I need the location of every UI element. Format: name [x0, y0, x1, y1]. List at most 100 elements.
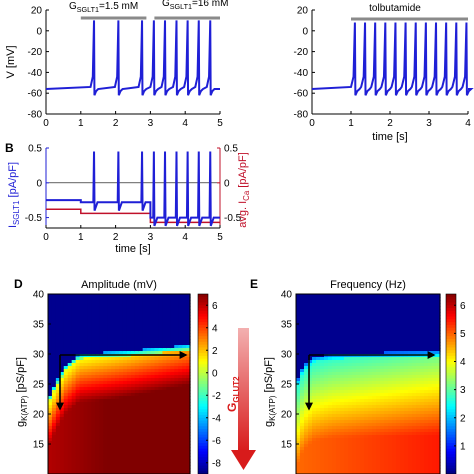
e-heat-cell	[428, 330, 433, 334]
d-heat-cell	[186, 462, 191, 466]
e-heat-cell	[436, 309, 441, 313]
d-heat-cell	[87, 363, 92, 367]
d-heat-cell	[130, 462, 136, 466]
e-heat-cell	[396, 333, 401, 337]
d-heat-cell	[138, 378, 144, 382]
d-heat-cell	[166, 387, 171, 391]
d-heat-cell	[162, 297, 167, 301]
d-heat-cell	[59, 336, 65, 340]
e-heat-cell	[304, 438, 309, 442]
e-heat-cell	[424, 378, 429, 382]
e-heat-cell	[388, 300, 393, 304]
d-heat-cell	[174, 360, 179, 364]
e-heat-cell	[384, 393, 389, 397]
d-heat-cell	[111, 417, 116, 421]
d-heat-cell	[103, 423, 108, 427]
e-heat-cell	[380, 303, 385, 307]
d-heat-cell	[130, 399, 136, 403]
e-heat-cell	[328, 387, 333, 391]
e-heat-cell	[348, 303, 353, 307]
d-heat-cell	[150, 399, 156, 403]
d-heat-cell	[111, 429, 116, 433]
d-heat-cell	[91, 408, 96, 412]
e-heat-cell	[368, 315, 373, 319]
e-heat-cell	[312, 303, 317, 307]
d-heat-cell	[142, 423, 148, 427]
e-heat-cell	[300, 396, 305, 400]
e-heat-cell	[368, 348, 373, 352]
e-heat-cell	[340, 423, 345, 427]
e-heat-cell	[388, 417, 393, 421]
d-heat-cell	[126, 462, 132, 466]
d-heat-cell	[71, 393, 77, 397]
d-heat-cell	[182, 462, 187, 466]
e-heat-cell	[400, 306, 405, 310]
d-heat-cell	[51, 468, 57, 472]
e-heat-cell	[428, 465, 433, 469]
e-heat-cell	[404, 312, 409, 316]
e-heat-cell	[400, 441, 405, 445]
e-heat-cell	[312, 399, 317, 403]
d-heat-cell	[154, 417, 160, 421]
d-heat-cell	[48, 357, 53, 361]
d-heat-cell	[67, 426, 73, 430]
d-colorbar-label: 4	[212, 323, 218, 334]
d-colorbar-cell	[198, 308, 208, 312]
e-heat-cell	[356, 300, 361, 304]
d-heat-cell	[134, 411, 140, 415]
e-heat-cell	[316, 381, 321, 385]
a1-xtick-label: 2	[113, 118, 119, 129]
e-heat-cell	[336, 435, 341, 439]
d-heat-cell	[158, 408, 163, 412]
e-heat-cell	[348, 417, 353, 421]
e-heat-cell	[320, 465, 325, 469]
e-heat-cell	[420, 363, 425, 367]
e-heat-cell	[320, 459, 325, 463]
d-heat-cell	[48, 330, 53, 334]
e-heat-cell	[436, 381, 441, 385]
e-heat-cell	[328, 417, 333, 421]
e-heat-cell	[388, 405, 393, 409]
d-heat-cell	[138, 447, 144, 451]
e-heat-cell	[320, 297, 325, 301]
d-heat-cell	[91, 432, 96, 436]
d-heat-cell	[83, 405, 89, 409]
e-heat-cell	[388, 414, 393, 418]
e-heat-cell	[416, 408, 421, 412]
d-heat-cell	[174, 342, 179, 346]
e-heat-cell	[356, 471, 361, 474]
e-heat-cell	[296, 435, 301, 439]
e-heat-cell	[400, 465, 405, 469]
e-heat-cell	[316, 300, 321, 304]
d-heat-cell	[174, 372, 179, 376]
b-xtick-label: 2	[113, 232, 119, 243]
d-heat-cell	[91, 363, 96, 367]
d-heat-cell	[134, 447, 140, 451]
d-heat-cell	[91, 327, 96, 331]
e-heat-cell	[404, 426, 409, 430]
d-heat-cell	[71, 414, 77, 418]
d-heat-cell	[63, 384, 69, 388]
d-colorbar-cell	[198, 316, 208, 320]
d-heat-cell	[107, 312, 112, 316]
e-heat-cell	[352, 318, 357, 322]
e-heat-cell	[340, 366, 345, 370]
d-heat-cell	[119, 324, 124, 328]
d-heat-cell	[99, 420, 104, 424]
d-heat-cell	[51, 372, 57, 376]
d-heat-cell	[158, 369, 163, 373]
d-heat-cell	[48, 327, 53, 331]
e-heat-cell	[412, 339, 417, 343]
e-heat-cell	[304, 375, 309, 379]
e-heat-cell	[436, 303, 441, 307]
e-heat-cell	[308, 369, 313, 373]
d-heat-cell	[115, 315, 120, 319]
d-heat-cell	[71, 429, 77, 433]
e-heat-cell	[308, 459, 313, 463]
d-heat-cell	[83, 429, 89, 433]
d-heat-cell	[134, 297, 140, 301]
d-heat-cell	[107, 456, 112, 460]
e-heat-cell	[336, 450, 341, 454]
d-heat-cell	[87, 420, 92, 424]
e-heat-cell	[308, 318, 313, 322]
